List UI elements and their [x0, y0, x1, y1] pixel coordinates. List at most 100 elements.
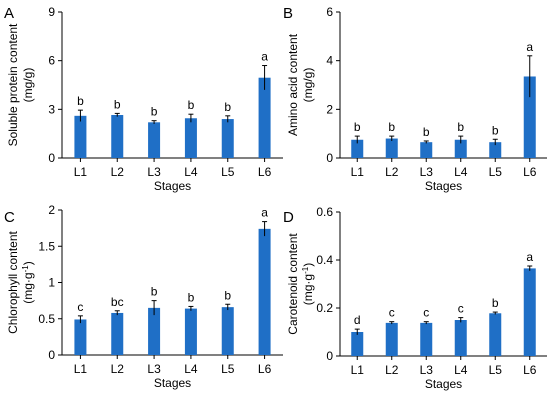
significance-label: b [224, 288, 231, 302]
bar-l6 [258, 228, 271, 355]
panel-letter: C [4, 209, 15, 226]
y-axis-unit-text: (mg/g) [301, 68, 315, 103]
x-tick-label: L5 [489, 165, 503, 179]
y-axis-unit-close: ) [21, 261, 35, 265]
x-tick-label: L6 [258, 165, 272, 179]
chart-panel-c: C 0 0.5 1 1.5 2 c L1 bc L2 b L3 b L4 b L5 a L6 Stages Chlor… [4, 203, 283, 390]
bar-l2 [385, 322, 398, 356]
significance-label: b [188, 98, 195, 112]
y-axis-unit-text: (mg·g [301, 274, 315, 305]
y-tick-label: 2 [48, 203, 55, 217]
y-tick-label: 6 [48, 54, 55, 68]
y-tick-label: 0.5 [38, 312, 55, 326]
y-tick-label: 0 [326, 151, 333, 165]
significance-label: d [354, 313, 361, 327]
y-axis-unit: (mg·g-1) [21, 261, 36, 303]
bar-l5 [221, 119, 234, 158]
significance-label: a [261, 206, 268, 220]
y-axis-unit: (mg/g) [21, 68, 35, 103]
significance-label: b [188, 290, 195, 304]
x-tick-label: L4 [454, 363, 468, 377]
y-tick-label: 6 [326, 5, 333, 19]
significance-label: b [388, 120, 395, 134]
x-tick-label: L2 [111, 362, 125, 376]
bar-l1 [351, 139, 364, 158]
x-tick-label: L3 [147, 165, 161, 179]
bar-l3 [420, 142, 433, 158]
bar-l3 [148, 122, 161, 158]
chart-panel-a: A 0 3 6 9 b L1 b L2 b L3 b L4 b L5 a L6 Stages Soluble pro… [4, 5, 283, 193]
panel-letter: A [4, 5, 14, 22]
y-axis-label: Chlorophyll content [6, 230, 20, 333]
x-axis-label: Stages [425, 179, 462, 193]
x-tick-label: L4 [184, 165, 198, 179]
significance-label: a [526, 40, 533, 54]
panel-letter: B [283, 5, 293, 22]
bar-l4 [454, 320, 467, 356]
x-tick-label: L6 [258, 362, 272, 376]
y-axis-label: Amino acid content [286, 33, 300, 136]
significance-label: b [492, 296, 499, 310]
bar-l1 [74, 319, 87, 355]
x-tick-label: L4 [184, 362, 198, 376]
bar-l4 [184, 118, 197, 158]
x-tick-label: L6 [523, 165, 537, 179]
y-tick-label: 9 [48, 5, 55, 19]
significance-label: c [458, 302, 464, 316]
x-tick-label: L4 [454, 165, 468, 179]
x-axis-label: Stages [425, 377, 462, 391]
y-axis-unit-superscript: -1 [21, 265, 30, 273]
significance-label: b [224, 100, 231, 114]
significance-label: b [457, 120, 464, 134]
significance-label: c [77, 300, 83, 314]
y-axis-unit: (mg/g) [301, 68, 315, 103]
y-tick-label: 4 [326, 54, 333, 68]
y-tick-label: 0.4 [316, 253, 333, 267]
significance-label: b [114, 97, 121, 111]
bar-l2 [111, 312, 124, 355]
y-axis-label: Soluble protein content [6, 23, 20, 146]
x-tick-label: L3 [420, 363, 434, 377]
x-tick-label: L1 [74, 165, 88, 179]
chart-panel-d: D 0 0.2 0.4 0.6 d L1 c L2 c L3 c L4 b L5 a L6 Stages Carot… [283, 205, 547, 391]
significance-label: c [389, 306, 395, 320]
significance-label: b [77, 94, 84, 108]
x-tick-label: L6 [523, 363, 537, 377]
y-axis-unit-text: (mg·g [21, 272, 35, 303]
bar-l2 [385, 138, 398, 158]
significance-label: b [151, 105, 158, 119]
x-tick-label: L5 [221, 362, 235, 376]
bar-l1 [74, 115, 87, 158]
bar-l6 [523, 76, 536, 158]
x-tick-label: L3 [147, 362, 161, 376]
x-tick-label: L1 [351, 165, 365, 179]
x-tick-label: L5 [221, 165, 235, 179]
y-tick-label: 1 [48, 276, 55, 290]
bar-l5 [221, 307, 234, 355]
y-tick-label: 3 [48, 102, 55, 116]
y-tick-label: 0 [48, 151, 55, 165]
significance-label: bc [111, 295, 124, 309]
panel-letter: D [283, 209, 294, 226]
y-tick-label: 0.2 [316, 301, 333, 315]
y-tick-label: 1.5 [38, 239, 55, 253]
significance-label: b [354, 120, 361, 134]
bar-l5 [489, 313, 502, 356]
x-axis-label: Stages [154, 376, 191, 390]
bar-l6 [523, 268, 536, 356]
y-tick-label: 0.6 [316, 205, 333, 219]
x-tick-label: L2 [385, 165, 399, 179]
chart-panel-b: B 0 2 4 6 b L1 b L2 b L3 b L4 b L5 a L6 Stages Amino acid … [283, 5, 547, 193]
significance-label: b [151, 285, 158, 299]
significance-label: c [423, 306, 429, 320]
y-tick-label: 0 [326, 349, 333, 363]
x-tick-label: L1 [74, 362, 88, 376]
x-tick-label: L2 [385, 363, 399, 377]
bar-l4 [184, 308, 197, 355]
x-tick-label: L5 [489, 363, 503, 377]
x-tick-label: L2 [111, 165, 125, 179]
y-axis-unit-text: (mg/g) [21, 68, 35, 103]
bar-l6 [258, 77, 271, 158]
bar-l5 [489, 142, 502, 158]
